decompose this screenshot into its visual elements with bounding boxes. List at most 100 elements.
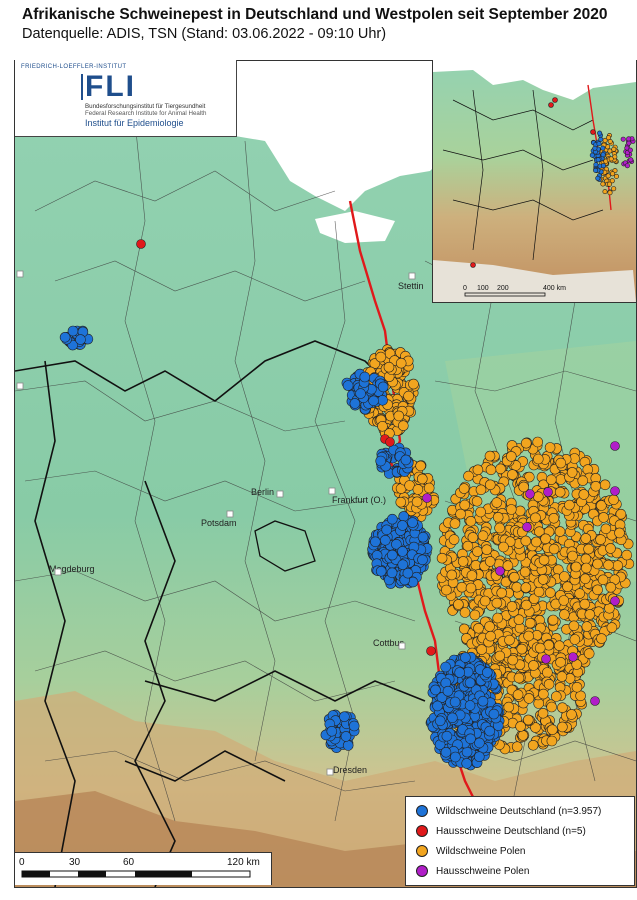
legend-label: Hausschweine Polen xyxy=(436,865,530,877)
outbreak-point-wildschweine-polen xyxy=(520,535,532,547)
city-label-magdeburg: Magdeburg xyxy=(49,564,95,574)
state-borders xyxy=(15,340,426,887)
logo-institute: Institut für Epidemiologie xyxy=(85,118,184,128)
inset-outbreak-point xyxy=(609,178,615,184)
outbreak-point-wildschweine-polen xyxy=(598,512,609,523)
inset-outbreak-point xyxy=(627,147,633,153)
outbreak-point-wildschweine-polen xyxy=(521,599,532,611)
legend-item-hausschweine-de: Hausschweine Deutschland (n=5) xyxy=(416,823,586,839)
outbreak-point-wildschweine-polen xyxy=(579,573,591,585)
outbreak-point-wildschweine-polen xyxy=(558,595,570,606)
outbreak-point-wildschweine-polen xyxy=(465,515,477,527)
inset-outbreak-point xyxy=(593,167,599,173)
outbreak-point-wildschweine-deutschland xyxy=(440,661,451,673)
outbreak-point-wildschweine-polen xyxy=(484,479,496,491)
legend: Wildschweine Deutschland (n=3.957) Hauss… xyxy=(405,796,635,886)
outbreak-point-wildschweine-polen xyxy=(546,735,558,747)
outbreak-point-wildschweine-polen xyxy=(574,588,586,599)
city-label-stettin: Stettin xyxy=(398,281,424,291)
outbreak-point-wildschweine-polen xyxy=(508,571,520,583)
outbreak-point-wildschweine-polen xyxy=(524,617,536,629)
outbreak-point-wildschweine-polen xyxy=(553,640,565,652)
outbreak-point-wildschweine-polen xyxy=(459,499,471,511)
outbreak-point-wildschweine-deutschland xyxy=(442,685,454,697)
outbreak-point-wildschweine-polen xyxy=(546,701,557,713)
outbreak-point-wildschweine-deutschland xyxy=(400,454,412,466)
inset-outbreak-point xyxy=(600,163,606,169)
outbreak-point-wildschweine-polen xyxy=(492,511,504,523)
outbreak-point-wildschweine-polen xyxy=(559,571,570,582)
outbreak-point-wildschweine-polen xyxy=(462,540,474,552)
outbreak-point-wildschweine-polen xyxy=(555,656,566,668)
outbreak-point-wildschweine-polen xyxy=(411,496,423,508)
logo-acronym: FLI xyxy=(85,70,136,103)
inset-outbreak-point xyxy=(628,157,634,163)
outbreak-point-wildschweine-polen xyxy=(530,512,541,524)
outbreak-points xyxy=(59,239,635,771)
overview-inset-map[interactable]: 0 100 200 400 km xyxy=(432,60,636,303)
inset-outbreak-point xyxy=(597,130,603,136)
outbreak-point-wildschweine-deutschland xyxy=(434,715,446,727)
outbreak-point-wildschweine-deutschland xyxy=(386,513,398,525)
outbreak-point-wildschweine-deutschland xyxy=(460,652,471,663)
scale-bar-svg: 0 30 60 120 km xyxy=(19,857,260,878)
outbreak-point-wildschweine-polen xyxy=(530,536,542,548)
outbreak-point-wildschweine-polen xyxy=(543,678,555,690)
outbreak-point-wildschweine-polen xyxy=(557,702,568,714)
outbreak-point-wildschweine-deutschland xyxy=(436,692,448,703)
outbreak-point-wildschweine-deutschland xyxy=(355,388,366,399)
legend-label: Wildschweine Deutschland (n=3.957) xyxy=(436,805,602,817)
outbreak-point-wildschweine-polen xyxy=(562,581,573,593)
outbreak-point-wildschweine-polen xyxy=(492,612,504,624)
outbreak-point-wildschweine-deutschland xyxy=(397,520,408,531)
outbreak-point-hausschweine-deutschland xyxy=(426,646,436,656)
outbreak-point-wildschweine-polen xyxy=(605,543,616,554)
outbreak-point-wildschweine-polen xyxy=(506,601,518,612)
outbreak-point-wildschweine-polen xyxy=(527,739,539,751)
legend-label: Wildschweine Polen xyxy=(436,845,526,857)
map-title: Afrikanische Schweinepest in Deutschland… xyxy=(22,6,608,23)
outbreak-point-wildschweine-polen xyxy=(592,558,603,570)
city-markers xyxy=(16,270,416,776)
outbreak-point-wildschweine-polen xyxy=(537,707,549,719)
outbreak-point-wildschweine-deutschland xyxy=(342,740,354,751)
outbreak-point-wildschweine-polen xyxy=(484,450,496,462)
outbreak-point-wildschweine-polen xyxy=(583,543,594,555)
outbreak-point-wildschweine-polen xyxy=(457,556,469,567)
outbreak-point-wildschweine-polen xyxy=(569,634,581,645)
inset-outbreak-point xyxy=(611,146,617,152)
inset-outbreak-point xyxy=(614,173,620,179)
outbreak-point-hausschweine-polen xyxy=(568,652,578,662)
inset-outbreak-point xyxy=(626,136,632,142)
outbreak-point-wildschweine-deutschland xyxy=(484,725,496,737)
outbreak-point-wildschweine-polen xyxy=(596,633,607,644)
outbreak-point-wildschweine-polen xyxy=(415,460,426,472)
inset-outbreak-points xyxy=(470,97,636,268)
outbreak-point-wildschweine-polen xyxy=(528,660,539,671)
logo-bar xyxy=(81,74,83,100)
outbreak-point-wildschweine-polen xyxy=(467,532,479,543)
outbreak-point-wildschweine-polen xyxy=(375,351,387,363)
outbreak-point-wildschweine-deutschland xyxy=(339,711,350,723)
outbreak-point-wildschweine-polen xyxy=(472,464,484,476)
outbreak-point-wildschweine-polen xyxy=(491,597,503,609)
outbreak-point-wildschweine-polen xyxy=(538,554,550,566)
outbreak-point-wildschweine-polen xyxy=(446,569,458,581)
outbreak-point-hausschweine-polen xyxy=(422,493,432,503)
outbreak-point-wildschweine-polen xyxy=(485,464,497,476)
outbreak-point-wildschweine-deutschland xyxy=(391,538,402,550)
outbreak-point-wildschweine-polen xyxy=(507,469,518,480)
outbreak-point-wildschweine-polen xyxy=(592,584,603,596)
outbreak-point-hausschweine-polen xyxy=(610,441,620,451)
outbreak-point-wildschweine-polen xyxy=(503,701,515,713)
outbreak-point-hausschweine-deutschland xyxy=(136,239,146,249)
outbreak-point-wildschweine-deutschland xyxy=(447,712,458,724)
outbreak-point-wildschweine-polen xyxy=(507,654,519,666)
outbreak-point-wildschweine-deutschland xyxy=(368,395,379,407)
outbreak-point-wildschweine-polen xyxy=(377,420,388,432)
outbreak-point-wildschweine-polen xyxy=(412,484,424,495)
outbreak-point-wildschweine-polen xyxy=(481,544,493,556)
outbreak-point-hausschweine-polen xyxy=(495,566,505,576)
scale-tick-1: 30 xyxy=(69,857,81,868)
outbreak-point-wildschweine-polen xyxy=(545,474,557,486)
